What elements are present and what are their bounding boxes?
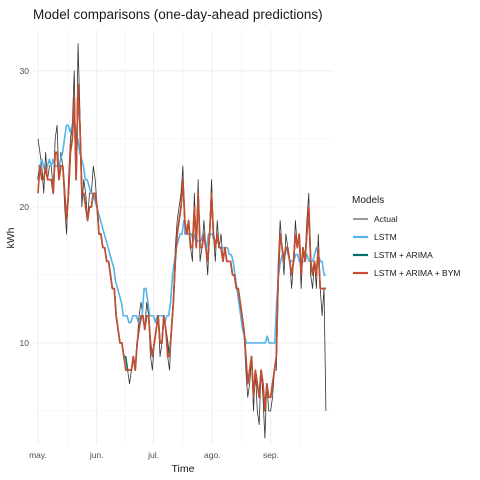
y-axis-title: kWh <box>5 227 17 248</box>
legend-label: LSTM <box>374 232 397 242</box>
legend-title: Models <box>352 195 384 206</box>
series-line-actual <box>37 43 327 439</box>
x-tick-label: jul. <box>147 450 159 460</box>
legend-label: LSTM + ARIMA + BYM <box>374 268 460 278</box>
x-tick-label: may. <box>29 450 47 460</box>
legend-label: LSTM + ARIMA <box>374 250 433 260</box>
series-line-lstm-arima-bym <box>37 83 326 412</box>
x-tick-label: ago. <box>204 450 221 460</box>
legend-label: Actual <box>374 214 398 224</box>
legend: Models Actual LSTM LSTM + ARIMA LSTM + ARIM… <box>352 195 460 278</box>
series-layer <box>37 43 327 439</box>
y-tick-label: 20 <box>20 202 30 212</box>
chart-title: Model comparisons (one-day-ahead predict… <box>33 7 323 22</box>
x-tick-label: jun. <box>89 450 104 460</box>
tick-layer: may. jun. jul. ago. sep. 10 20 30 <box>20 66 279 460</box>
y-tick-label: 10 <box>20 338 30 348</box>
x-axis-title: Time <box>172 463 195 475</box>
y-tick-label: 30 <box>20 66 30 76</box>
x-tick-label: sep. <box>263 450 279 460</box>
